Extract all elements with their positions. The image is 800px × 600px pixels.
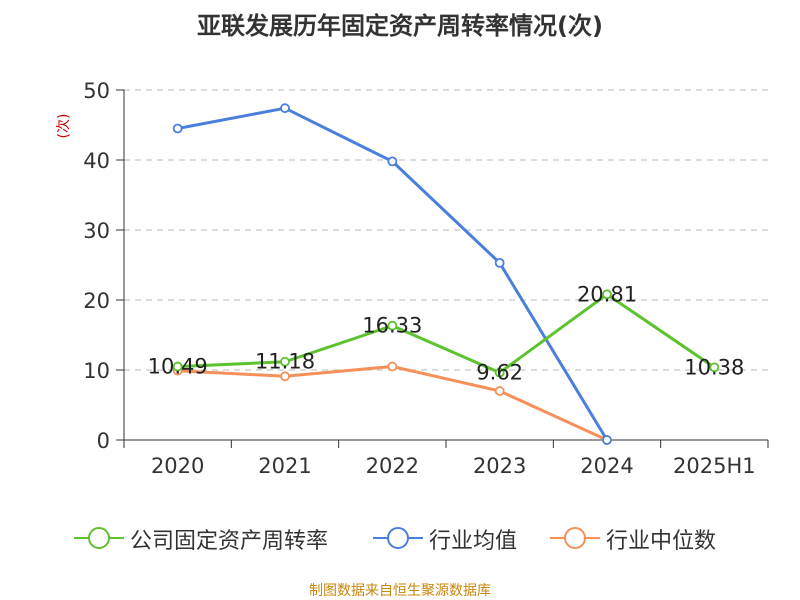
x-tick-label: 2025H1 [673, 454, 756, 478]
x-tick-label: 2020 [151, 454, 204, 478]
y-tick-label: 50 [83, 79, 110, 103]
data-point [602, 435, 612, 445]
legend-label-industry-mean: 行业均值 [429, 529, 518, 554]
y-tick-label: 40 [83, 149, 110, 173]
data-point [280, 371, 290, 382]
data-source: 制图数据来自恒生聚源数据库 [309, 583, 491, 599]
series-line [177, 292, 716, 375]
legend-marker-industry-mean [373, 527, 423, 549]
data-point [387, 361, 398, 372]
x-tick-label: 2024 [580, 454, 633, 478]
data-point [387, 156, 398, 167]
legend-marker-industry-median [550, 527, 600, 549]
x-tick-label: 2022 [366, 454, 419, 478]
data-point [387, 320, 398, 331]
data-label: 20.81 [577, 282, 637, 306]
data-point [494, 257, 505, 268]
y-tick-label: 0 [97, 429, 110, 453]
chart-title: 亚联发展历年固定资产周转率情况(次) [197, 12, 603, 40]
data-point [172, 361, 183, 372]
x-tick-label: 2023 [473, 454, 526, 478]
data-point [494, 386, 505, 396]
data-label: 16.33 [362, 314, 422, 338]
y-tick-label: 10 [83, 359, 110, 383]
series-line [177, 365, 608, 442]
y-axis-label: (次) [56, 114, 72, 139]
data-label: 10.38 [684, 355, 744, 379]
legend: 公司固定资产周转率 行业均值 行业中位数 [0, 521, 800, 555]
legend-label-industry-median: 行业中位数 [606, 529, 717, 554]
data-label: 10.49 [148, 355, 208, 379]
data-point [172, 123, 183, 134]
legend-label-company: 公司固定资产周转率 [130, 529, 329, 554]
y-tick-label: 20 [83, 289, 110, 313]
data-point [280, 356, 290, 367]
data-point [602, 289, 612, 300]
data-point [709, 362, 720, 373]
data-point [494, 367, 505, 378]
data-label: 11.18 [255, 350, 315, 374]
data-point [280, 103, 290, 114]
data-label: 9.62 [476, 361, 523, 385]
x-tick-label: 2021 [258, 454, 311, 478]
y-tick-label: 30 [83, 219, 110, 243]
legend-marker-company [74, 527, 124, 549]
